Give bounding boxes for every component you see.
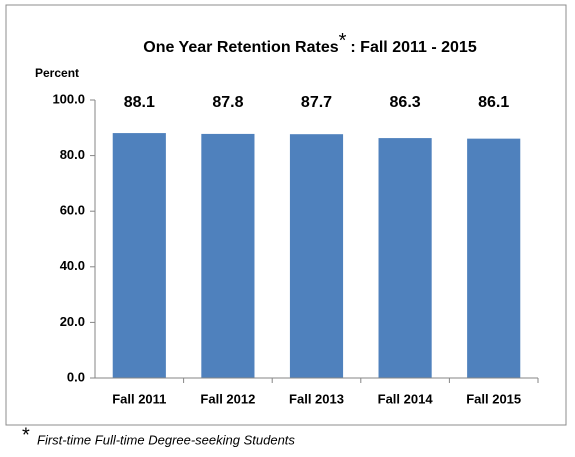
title-text: One Year Retention Rates xyxy=(143,39,338,56)
x-tick-label: Fall 2015 xyxy=(466,391,521,406)
footnote-mark: * xyxy=(22,424,30,446)
value-label: 87.8 xyxy=(212,94,243,111)
value-label: 86.3 xyxy=(390,94,421,111)
bar xyxy=(378,138,432,378)
x-tick-label: Fall 2014 xyxy=(378,391,434,406)
bar xyxy=(467,138,521,378)
y-tick-label: 0.0 xyxy=(67,369,85,384)
y-tick-label: 60.0 xyxy=(60,203,85,218)
bar xyxy=(289,134,344,378)
bar xyxy=(201,133,255,378)
x-tick-label: Fall 2011 xyxy=(112,391,166,406)
y-tick-label: 80.0 xyxy=(60,147,85,162)
title-mark: * xyxy=(339,30,347,52)
value-label: 86.1 xyxy=(478,94,509,111)
value-label: 87.7 xyxy=(301,94,332,111)
value-label: 88.1 xyxy=(124,94,155,111)
x-tick-label: Fall 2013 xyxy=(289,391,344,406)
y-tick-label: 100.0 xyxy=(52,91,85,106)
y-axis-label: Percent xyxy=(35,66,79,80)
chart-title: One Year Retention Rates*: Fall 2011 - 2… xyxy=(143,30,477,56)
x-tick-label: Fall 2012 xyxy=(200,391,255,406)
y-tick-label: 40.0 xyxy=(60,258,85,273)
footnote: First-time Full-time Degree-seeking Stud… xyxy=(37,432,295,447)
bar xyxy=(112,133,166,378)
y-tick-label: 20.0 xyxy=(60,314,85,329)
title-suffix: : Fall 2011 - 2015 xyxy=(350,39,476,56)
